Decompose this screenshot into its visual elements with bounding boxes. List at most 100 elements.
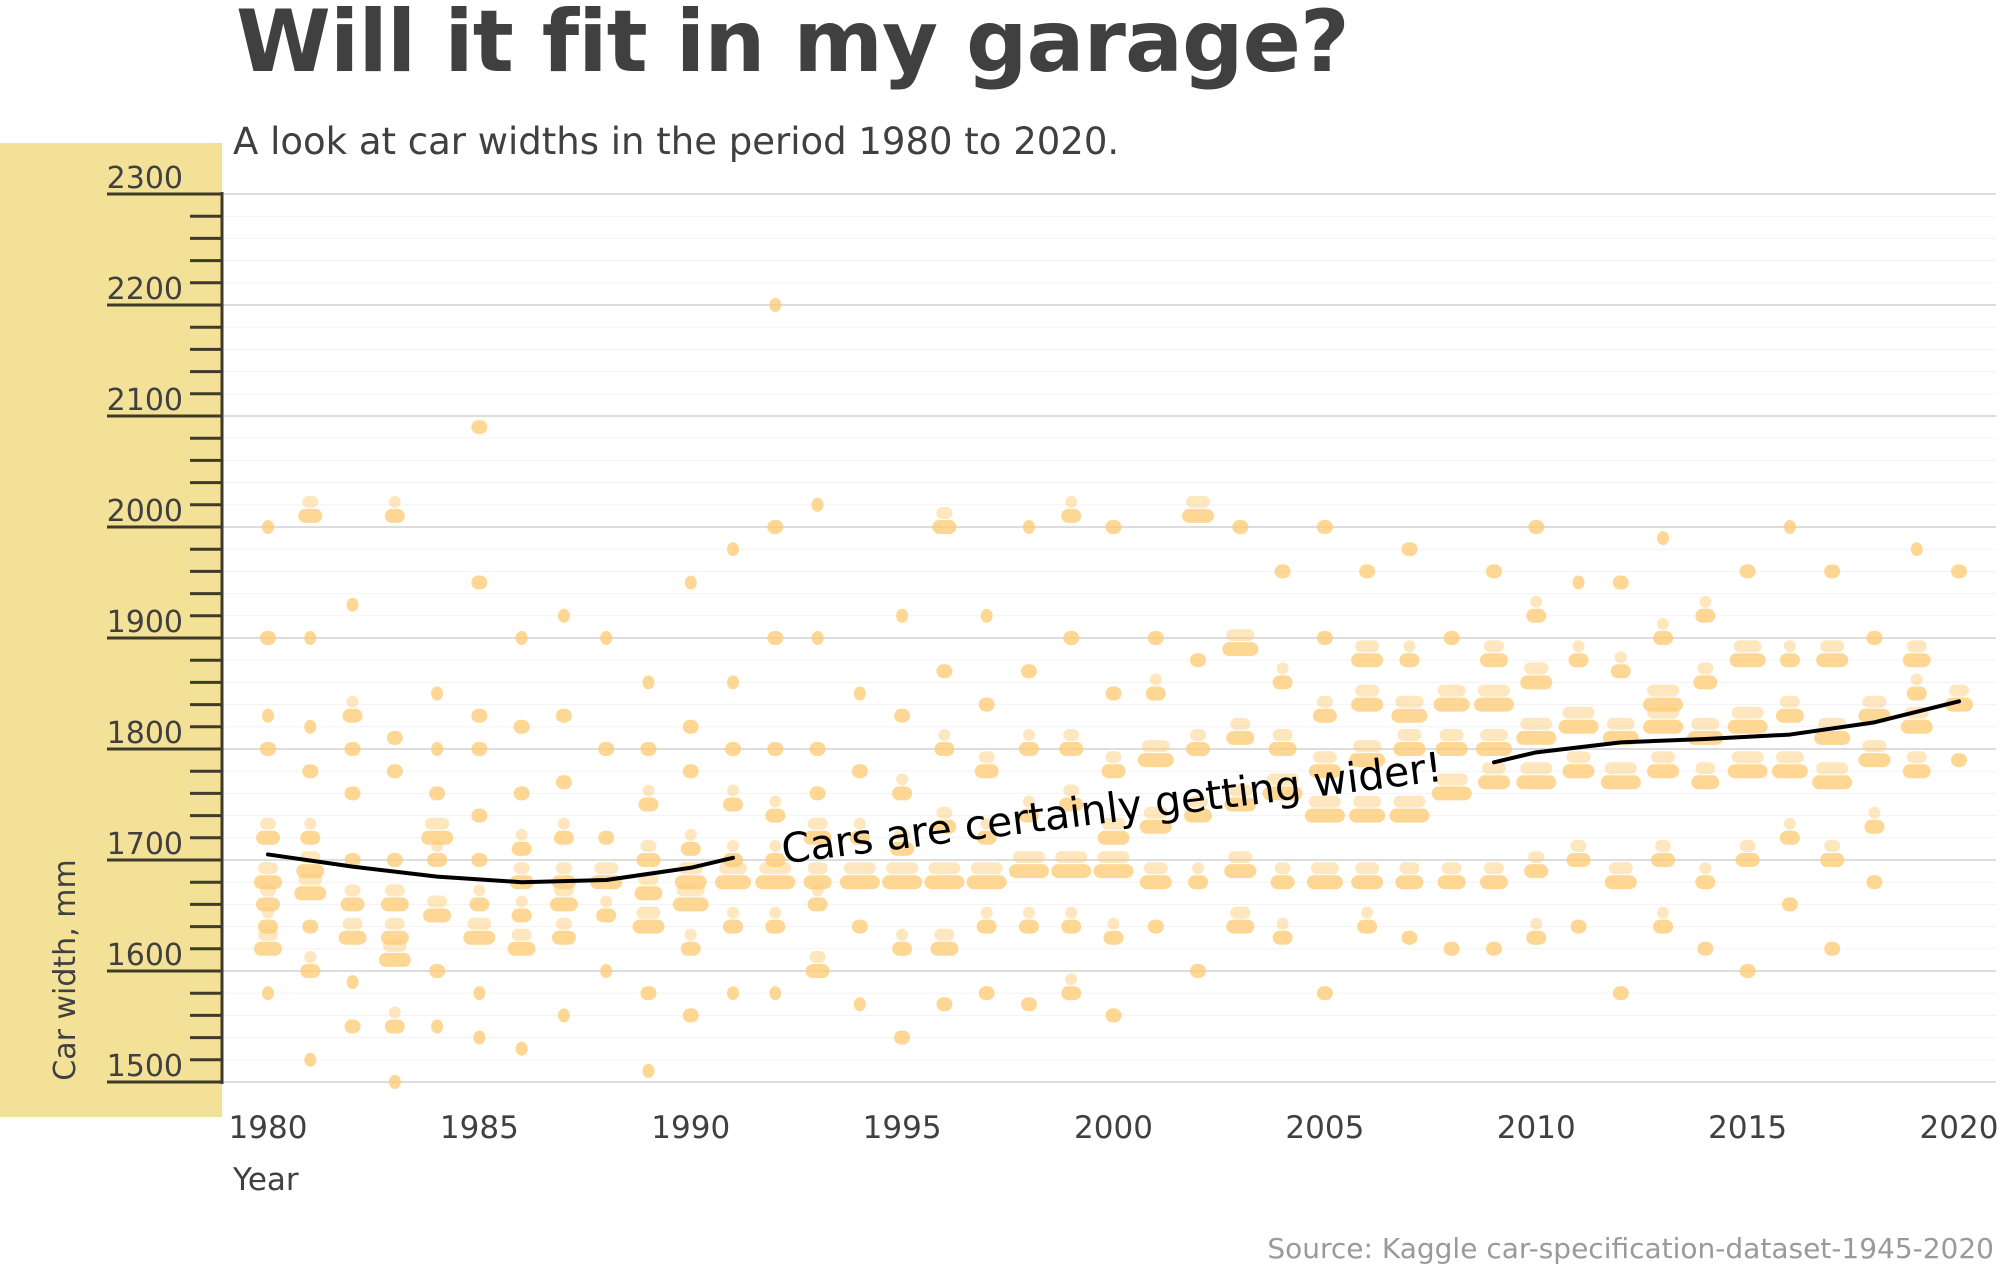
data-point [1433, 697, 1470, 712]
data-point [934, 742, 955, 756]
data-point [388, 1075, 401, 1089]
data-point [553, 830, 574, 845]
data-point [1065, 906, 1078, 919]
data-point [642, 1063, 655, 1078]
data-point [256, 897, 280, 912]
data-point [1226, 730, 1255, 745]
data-point [258, 919, 278, 934]
data-point [1361, 906, 1374, 919]
data-point [727, 675, 740, 690]
points-layer [254, 298, 1973, 1089]
data-point [1485, 941, 1502, 956]
data-point [1190, 729, 1207, 741]
data-point [1266, 773, 1299, 786]
data-point [1395, 695, 1424, 708]
data-point [1731, 706, 1764, 719]
data-point [640, 840, 657, 852]
data-point [380, 930, 409, 945]
data-point [1399, 653, 1420, 668]
data-point [928, 862, 961, 875]
data-point [1653, 919, 1674, 934]
data-point [1910, 542, 1923, 557]
data-point [769, 795, 782, 808]
data-point [839, 875, 880, 890]
data-point [1435, 742, 1468, 756]
data-point [1349, 808, 1386, 823]
data-point [302, 764, 319, 779]
data-point [1022, 520, 1035, 534]
data-point [1439, 729, 1464, 741]
data-point [1061, 986, 1082, 1001]
data-point [427, 853, 448, 867]
data-point [1699, 595, 1712, 608]
data-point [1182, 508, 1215, 523]
data-point [1101, 764, 1126, 779]
data-point [1647, 684, 1680, 697]
y-tick-label: 2100 [107, 383, 183, 418]
data-point [936, 664, 953, 679]
data-point [1139, 875, 1172, 890]
x-tick-label: 1995 [863, 1110, 942, 1146]
data-point [727, 840, 740, 852]
data-point [1647, 764, 1680, 779]
data-point [1107, 917, 1120, 930]
data-point [300, 830, 321, 845]
data-point [421, 830, 454, 845]
data-point [765, 919, 786, 934]
data-point [557, 1008, 570, 1023]
data-point [882, 875, 923, 890]
data-point [1775, 708, 1804, 723]
data-point [1693, 675, 1718, 690]
data-point [1862, 695, 1887, 708]
data-point [1528, 851, 1545, 864]
data-point [431, 1019, 444, 1034]
data-point [429, 964, 446, 978]
data-point [1735, 853, 1760, 867]
data-point [680, 941, 701, 956]
data-point [978, 986, 995, 1001]
data-point [1473, 697, 1514, 712]
data-point [1477, 775, 1510, 790]
data-point [1349, 753, 1386, 768]
data-point [1479, 653, 1508, 668]
data-point [851, 919, 868, 934]
data-point [853, 997, 866, 1012]
data-point [759, 862, 792, 875]
data-point [640, 742, 657, 756]
data-point [1101, 817, 1126, 830]
data-point [805, 964, 830, 978]
data-point [1612, 575, 1629, 590]
data-point [260, 631, 276, 645]
data-point [1272, 675, 1293, 690]
data-point [1824, 564, 1841, 579]
data-point [1262, 786, 1303, 801]
data-point [723, 797, 744, 812]
data-point [843, 862, 876, 875]
data-point [1516, 730, 1557, 745]
data-point [1906, 751, 1927, 764]
data-point [471, 420, 488, 435]
data-point [892, 786, 913, 801]
data-point [469, 897, 490, 912]
data-point [463, 930, 496, 945]
data-point [769, 840, 782, 852]
data-point [715, 875, 752, 890]
data-point [767, 742, 784, 756]
data-point [636, 853, 661, 867]
data-point [384, 508, 405, 523]
data-point [515, 895, 528, 908]
data-point [1020, 664, 1037, 679]
data-point [684, 928, 697, 941]
data-point [769, 986, 782, 1001]
data-point [1008, 864, 1049, 879]
data-point [1902, 653, 1931, 668]
y-tick-label: 1700 [107, 827, 183, 862]
trend-line [1491, 699, 1961, 765]
data-point [853, 817, 866, 830]
data-point [807, 897, 828, 912]
data-point [1951, 753, 1967, 768]
data-point [1230, 906, 1251, 919]
data-point [302, 495, 319, 508]
data-point [427, 895, 448, 908]
data-point [924, 875, 965, 890]
